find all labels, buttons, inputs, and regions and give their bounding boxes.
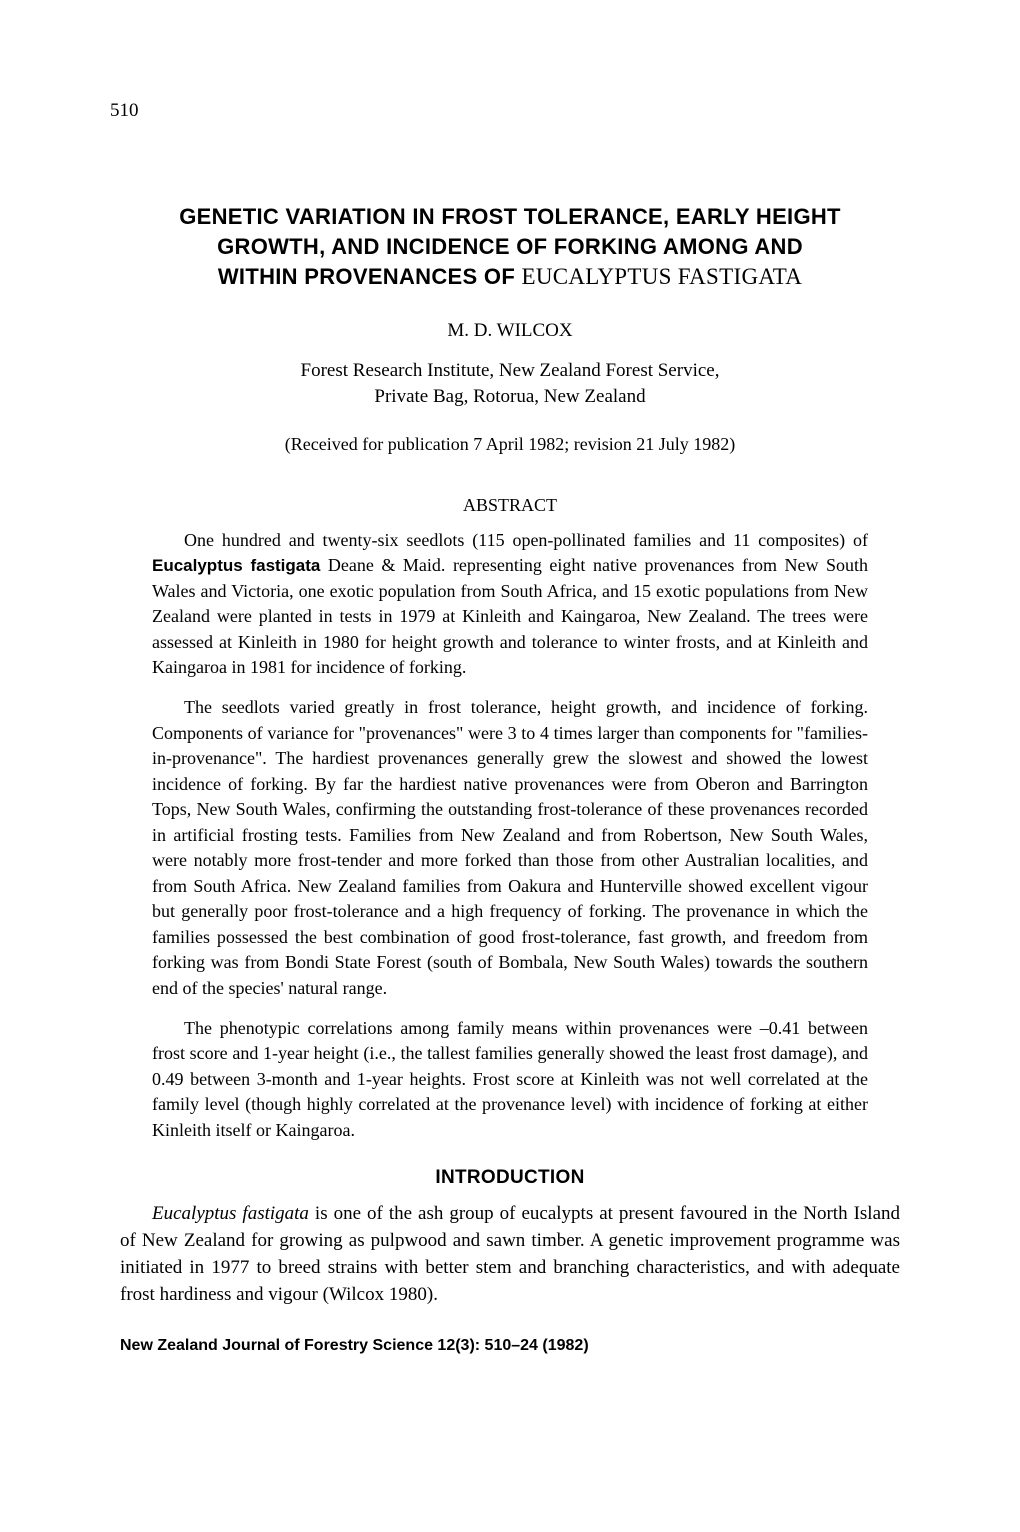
introduction-heading: INTRODUCTION — [120, 1167, 900, 1189]
title-species: EUCALYPTUS FASTIGATA — [521, 264, 802, 289]
intro-species-name: Eucalyptus fastigata — [152, 1203, 309, 1224]
title-line-3: WITHIN PROVENANCES OF — [218, 264, 522, 289]
abstract-paragraph-2: The seedlots varied greatly in frost tol… — [120, 695, 900, 1002]
affiliation-line-1: Forest Research Institute, New Zealand F… — [301, 360, 720, 381]
title-line-2: GROWTH, AND INCIDENCE OF FORKING AMONG A… — [217, 234, 803, 259]
author-name: M. D. WILCOX — [120, 320, 900, 342]
article-title: GENETIC VARIATION IN FROST TOLERANCE, EA… — [120, 202, 900, 292]
author-affiliation: Forest Research Institute, New Zealand F… — [120, 358, 900, 409]
affiliation-line-2: Private Bag, Rotorua, New Zealand — [374, 386, 645, 407]
page-number: 510 — [110, 100, 900, 122]
journal-citation: New Zealand Journal of Forestry Science … — [120, 1337, 900, 1355]
introduction-paragraph-1: Eucalyptus fastigata is one of the ash g… — [120, 1201, 900, 1309]
abstract-heading: ABSTRACT — [120, 495, 900, 516]
abstract-p1-text-before: One hundred and twenty-six seedlots (115… — [184, 530, 868, 550]
abstract-paragraph-1: One hundred and twenty-six seedlots (115… — [120, 528, 900, 681]
abstract-paragraph-3: The phenotypic correlations among family… — [120, 1016, 900, 1144]
abstract-species-name: Eucalyptus fastigata — [152, 556, 320, 575]
received-date: (Received for publication 7 April 1982; … — [120, 434, 900, 455]
title-line-1: GENETIC VARIATION IN FROST TOLERANCE, EA… — [179, 204, 841, 229]
